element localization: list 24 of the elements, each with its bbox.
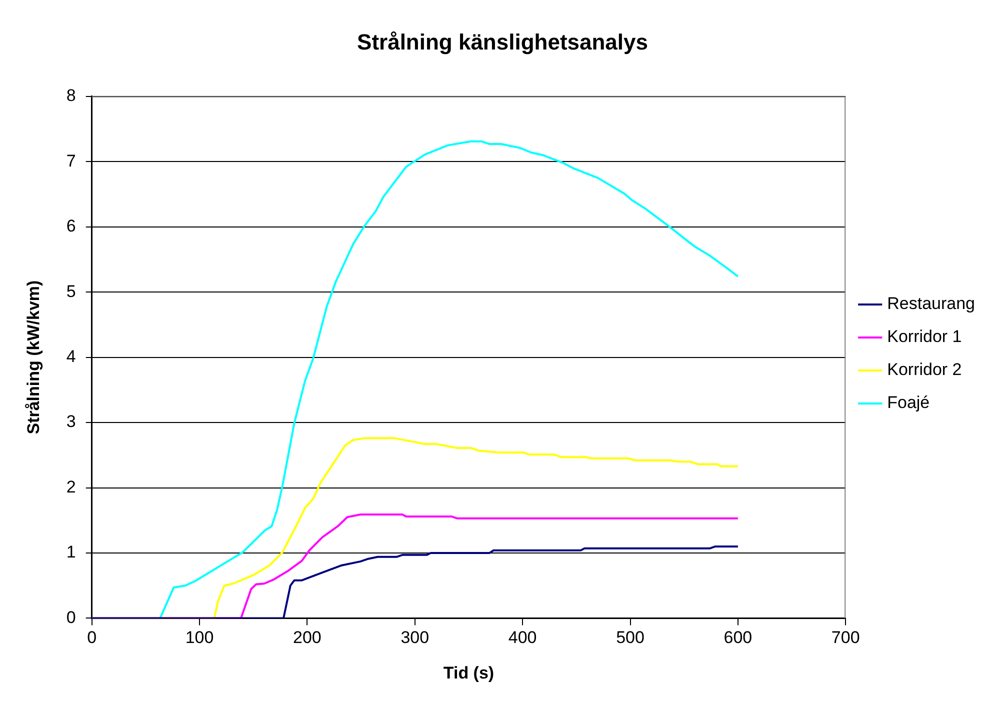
y-tick-label: 2	[66, 477, 76, 496]
x-tick-label: 0	[87, 628, 97, 648]
y-tick-label: 3	[66, 412, 76, 432]
x-axis-title: Tid (s)	[443, 663, 494, 682]
legend-label: Foajé	[887, 393, 930, 412]
x-tick-label: 400	[508, 628, 537, 648]
x-tick-label: 100	[185, 628, 214, 648]
y-axis-title: Strålning (kW/kvm)	[24, 280, 43, 434]
y-tick-label: 4	[66, 346, 76, 366]
x-tick-label: 200	[293, 628, 322, 648]
legend-label: Restaurang	[887, 294, 975, 314]
legend-label: Korridor 1	[887, 327, 962, 346]
y-tick-label: 0	[66, 608, 76, 627]
legend-label: Korridor 2	[887, 360, 962, 380]
y-tick-label: 6	[66, 216, 76, 236]
y-tick-label: 7	[66, 151, 76, 170]
x-tick-label: 600	[724, 628, 752, 648]
y-tick-label: 5	[66, 282, 76, 301]
chart-title: Strålning känslighetsanalys	[357, 29, 648, 54]
x-tick-label: 300	[400, 628, 430, 648]
x-tick-label: 500	[616, 628, 644, 648]
y-tick-label: 1	[66, 542, 76, 562]
x-tick-label: 700	[831, 628, 860, 648]
y-tick-label: 8	[66, 86, 76, 106]
